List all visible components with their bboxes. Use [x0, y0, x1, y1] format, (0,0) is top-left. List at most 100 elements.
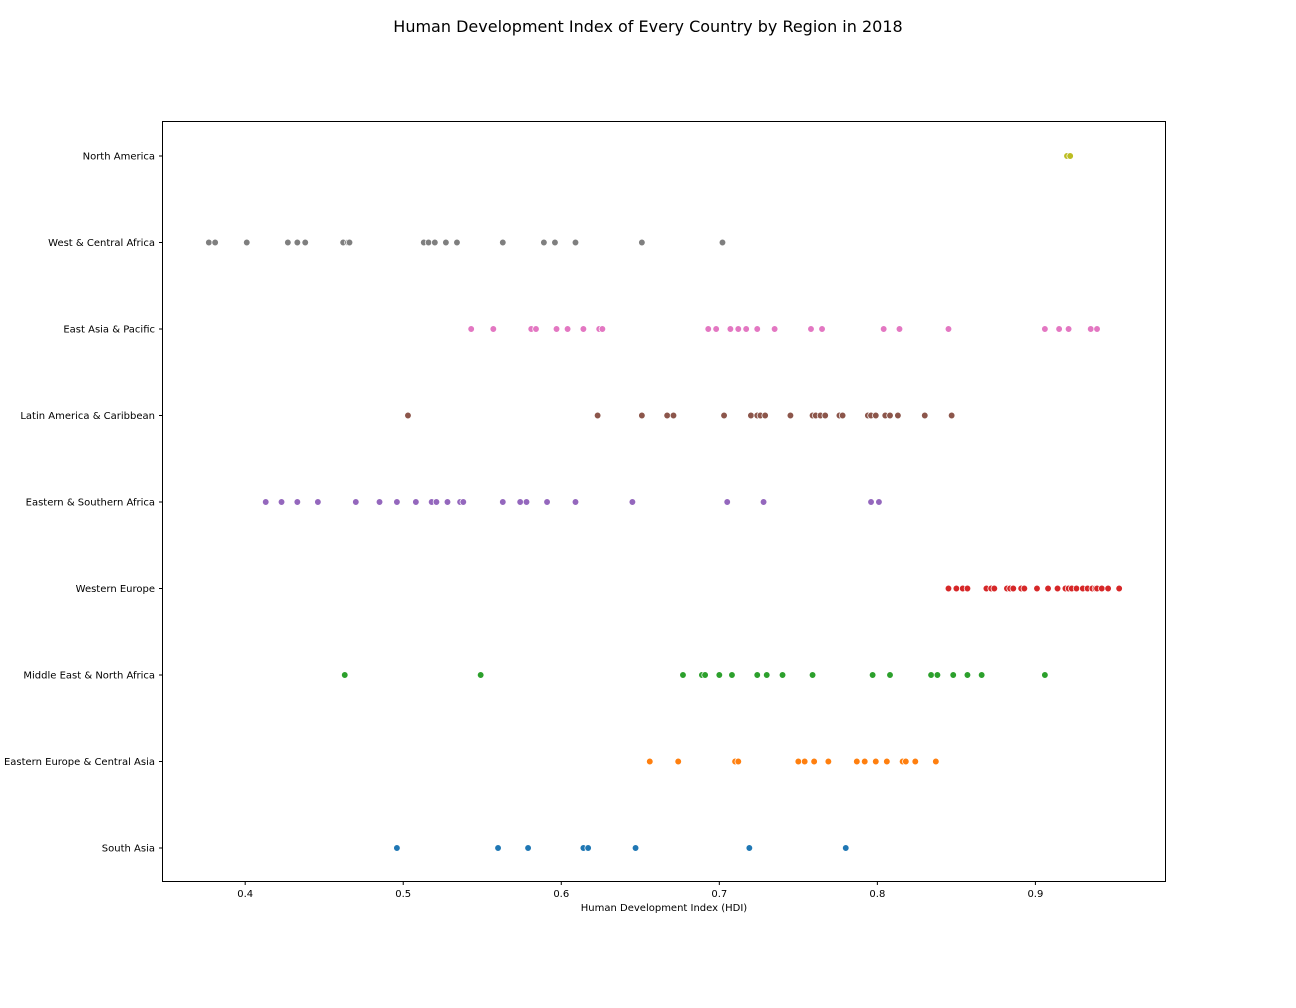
data-point	[1055, 325, 1063, 333]
plot-area-frame	[162, 121, 1166, 882]
data-point	[593, 411, 602, 420]
data-point	[872, 411, 880, 420]
data-point	[952, 584, 961, 593]
data-point	[701, 671, 709, 679]
data-point	[842, 844, 850, 852]
data-point	[742, 325, 750, 333]
data-point	[821, 411, 829, 420]
data-point	[990, 584, 998, 593]
data-point	[1087, 325, 1095, 333]
data-point	[540, 238, 548, 247]
data-point	[824, 757, 833, 766]
data-point	[598, 325, 607, 333]
data-point	[838, 411, 847, 420]
data-point	[753, 671, 761, 679]
data-point	[963, 671, 972, 679]
data-point	[753, 325, 761, 333]
y-tick-label: Eastern & Southern Africa	[26, 498, 155, 509]
data-point	[631, 844, 640, 852]
data-point	[794, 757, 802, 766]
data-point	[352, 498, 360, 506]
x-tick-label: 0.5	[395, 889, 411, 900]
data-point	[646, 757, 654, 766]
data-point	[638, 238, 646, 247]
data-point	[543, 498, 551, 506]
data-point	[949, 671, 957, 679]
data-point	[921, 411, 929, 420]
data-point	[674, 757, 682, 766]
data-point	[412, 498, 420, 506]
data-point	[679, 671, 687, 679]
y-tick-label: Latin America & Caribbean	[20, 411, 155, 422]
data-point	[978, 671, 986, 679]
data-point	[718, 238, 727, 247]
data-point	[786, 411, 795, 420]
y-tick-label: Middle East & North Africa	[23, 671, 155, 682]
data-point	[393, 498, 401, 506]
data-point	[243, 238, 251, 247]
data-point	[341, 671, 349, 679]
data-point	[763, 671, 771, 679]
data-point	[638, 411, 646, 420]
data-point	[443, 498, 452, 506]
data-point	[467, 325, 475, 333]
data-point	[944, 584, 953, 593]
data-point	[1115, 584, 1123, 593]
data-point	[1064, 325, 1073, 333]
data-point	[499, 498, 507, 506]
data-point	[883, 757, 891, 766]
data-point	[807, 325, 815, 333]
data-point	[579, 325, 588, 333]
data-point	[759, 498, 768, 506]
data-point	[211, 238, 219, 247]
data-point	[563, 325, 572, 333]
x-axis: 0.4 0.5 0.6 0.7 0.8 0.9	[237, 881, 1043, 900]
data-point	[571, 498, 580, 506]
data-point	[886, 671, 894, 679]
data-point	[277, 498, 286, 506]
data-point	[818, 325, 826, 333]
y-tick-label: North America	[83, 152, 155, 163]
data-point	[314, 498, 322, 506]
data-point	[345, 238, 354, 247]
x-tick-label: 0.7	[711, 889, 727, 900]
data-point	[704, 325, 712, 333]
data-point	[886, 411, 894, 420]
data-point	[932, 757, 940, 766]
data-point	[1104, 584, 1112, 593]
data-point	[720, 411, 728, 420]
data-points	[205, 152, 1123, 852]
data-point	[293, 238, 301, 247]
data-point	[393, 844, 401, 852]
data-point	[745, 844, 753, 852]
data-point	[734, 757, 742, 766]
data-point	[726, 325, 735, 333]
data-point	[1009, 584, 1017, 593]
data-point	[1041, 325, 1049, 333]
y-tick-label: South Asia	[102, 844, 155, 855]
data-point	[477, 671, 485, 679]
data-point	[728, 671, 736, 679]
data-point	[424, 238, 433, 247]
data-point	[723, 498, 731, 506]
data-point	[747, 411, 755, 420]
data-point	[532, 325, 540, 333]
y-tick-label: Eastern Europe & Central Asia	[4, 757, 155, 768]
x-tick-label: 0.9	[1027, 889, 1043, 900]
data-point	[1033, 584, 1041, 593]
data-point	[868, 671, 877, 679]
data-point	[734, 325, 742, 333]
data-point	[894, 411, 902, 420]
data-point	[1053, 584, 1062, 593]
data-point	[853, 757, 861, 766]
data-point	[375, 498, 384, 506]
data-point	[911, 757, 919, 766]
data-point	[663, 411, 671, 420]
data-point	[875, 498, 883, 506]
data-point	[1044, 584, 1052, 593]
y-tick-label: West & Central Africa	[48, 238, 155, 249]
data-point	[516, 498, 524, 506]
data-point	[770, 325, 779, 333]
data-point	[584, 844, 592, 852]
